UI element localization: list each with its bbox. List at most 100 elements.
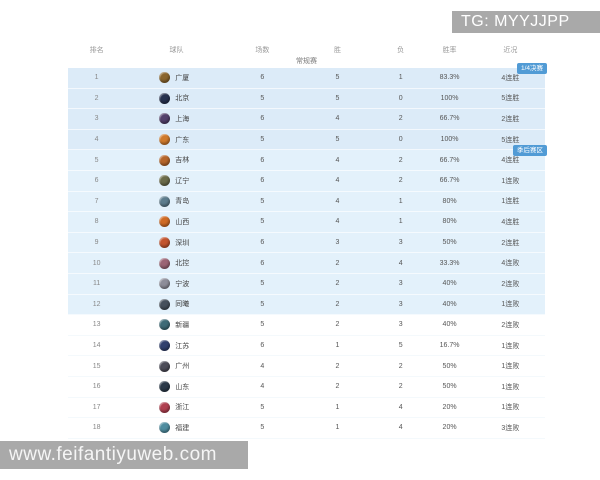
team-row[interactable]: 1 广厦 6 5 1 83.3% 4连胜 1/4决赛 xyxy=(68,63,547,89)
win-pct-cell: 50% xyxy=(442,239,457,247)
team-name: 新疆 xyxy=(175,321,190,329)
team-row[interactable]: 15 广州 4 2 2 50% 1连败 xyxy=(68,356,545,377)
team-row[interactable]: 16 山东 4 2 2 50% 1连败 xyxy=(68,376,545,398)
recent-form-cell: 3连败 xyxy=(501,424,520,432)
team-logo-icon xyxy=(159,360,171,372)
column-header-team: 球队 xyxy=(169,47,184,54)
zone-badge: 季后赛区 xyxy=(513,145,547,157)
team-logo-icon xyxy=(159,92,171,104)
wins-cell: 2 xyxy=(335,321,340,329)
team-row[interactable]: 12 同曦 5 2 3 40% 1连败 xyxy=(68,294,545,316)
losses-cell: 0 xyxy=(398,94,403,102)
team-logo-icon xyxy=(159,340,171,352)
wins-cell: 1 xyxy=(335,342,340,350)
recent-form-cell: 1连败 xyxy=(501,301,520,309)
team-row[interactable]: 2 北京 5 5 0 100% 5连胜 xyxy=(68,88,545,110)
games-cell: 5 xyxy=(260,424,265,432)
team-row[interactable]: 18 福建 5 1 4 20% 3连败 xyxy=(68,418,545,439)
team-logo-icon xyxy=(159,319,171,331)
team-cell: 江苏 xyxy=(125,340,228,352)
team-row[interactable]: 11 宁波 5 2 3 40% 2连败 xyxy=(68,273,545,295)
wins-cell: 5 xyxy=(335,94,340,102)
team-row[interactable]: 8 山西 5 4 1 80% 4连胜 xyxy=(68,212,545,233)
wins-cell: 1 xyxy=(335,424,340,432)
team-name: 广东 xyxy=(175,136,190,144)
games-cell: 5 xyxy=(260,300,265,308)
wins-cell: 2 xyxy=(335,259,340,267)
wins-cell: 4 xyxy=(335,115,340,123)
games-cell: 6 xyxy=(260,239,265,247)
games-cell: 5 xyxy=(260,136,265,144)
team-row[interactable]: 4 广东 5 5 0 100% 5连胜 xyxy=(68,129,545,151)
team-cell: 同曦 xyxy=(125,298,228,310)
recent-form-cell: 4连败 xyxy=(501,260,520,268)
team-row[interactable]: 14 江苏 6 1 5 16.7% 1连败 xyxy=(68,335,545,357)
losses-cell: 1 xyxy=(398,74,403,82)
standings-table: 排名 球队 场数 胜 负 胜率 近况 常规赛 1 广厦 6 5 1 83.3% … xyxy=(68,44,547,439)
losses-cell: 5 xyxy=(398,342,403,350)
rank-cell: 6 xyxy=(94,177,99,185)
team-name: 宁波 xyxy=(175,280,190,288)
rank-cell: 16 xyxy=(92,383,101,391)
win-pct-cell: 100% xyxy=(440,136,459,144)
team-name: 北控 xyxy=(175,260,190,268)
team-cell: 广州 xyxy=(125,360,228,372)
team-row[interactable]: 6 辽宁 6 4 2 66.7% 1连败 xyxy=(68,170,545,192)
team-cell: 福建 xyxy=(125,422,228,434)
losses-cell: 1 xyxy=(398,197,403,205)
recent-form-cell: 2连败 xyxy=(501,321,520,329)
losses-cell: 2 xyxy=(398,177,403,185)
games-cell: 6 xyxy=(260,74,265,82)
team-name: 江苏 xyxy=(175,342,190,350)
team-row[interactable]: 13 新疆 5 2 3 40% 2连败 xyxy=(68,315,545,336)
team-name: 深圳 xyxy=(175,239,190,247)
rank-cell: 1 xyxy=(94,74,99,82)
team-cell: 广东 xyxy=(125,134,228,146)
team-row[interactable]: 10 北控 6 2 4 33.3% 4连败 xyxy=(68,253,545,274)
rank-cell: 4 xyxy=(94,136,99,144)
win-pct-cell: 66.7% xyxy=(439,177,460,185)
losses-cell: 0 xyxy=(398,136,403,144)
wins-cell: 4 xyxy=(335,197,340,205)
recent-form-cell: 5连胜 xyxy=(501,136,520,144)
win-pct-cell: 66.7% xyxy=(439,115,460,123)
team-cell: 深圳 xyxy=(125,237,228,249)
recent-form-cell: 2连胜 xyxy=(501,115,520,123)
wins-cell: 1 xyxy=(335,403,340,411)
rank-cell: 12 xyxy=(92,300,101,308)
team-cell: 宁波 xyxy=(125,278,228,290)
team-row[interactable]: 17 浙江 5 1 4 20% 1连败 xyxy=(68,397,545,419)
win-pct-cell: 20% xyxy=(442,424,457,432)
win-pct-cell: 40% xyxy=(442,300,457,308)
losses-cell: 3 xyxy=(398,280,403,288)
team-logo-icon xyxy=(159,113,171,125)
team-row[interactable]: 9 深圳 6 3 3 50% 2连胜 xyxy=(68,232,545,254)
team-cell: 新疆 xyxy=(125,319,228,331)
team-name: 浙江 xyxy=(175,404,190,412)
team-cell: 吉林 xyxy=(125,154,228,166)
team-name: 福建 xyxy=(175,424,190,432)
win-pct-cell: 40% xyxy=(442,280,457,288)
wins-cell: 3 xyxy=(335,239,340,247)
losses-cell: 4 xyxy=(398,259,403,267)
team-name: 同曦 xyxy=(175,301,190,309)
wins-cell: 2 xyxy=(335,280,340,288)
wins-cell: 4 xyxy=(335,218,340,226)
team-row[interactable]: 7 青岛 5 4 1 80% 1连胜 xyxy=(68,191,545,213)
games-cell: 6 xyxy=(260,115,265,123)
losses-cell: 3 xyxy=(398,239,403,247)
win-pct-cell: 33.3% xyxy=(439,259,460,267)
losses-cell: 4 xyxy=(398,403,403,411)
team-row[interactable]: 5 吉林 6 4 2 66.7% 4连胜 季后赛区 xyxy=(68,145,547,171)
rank-cell: 3 xyxy=(94,115,99,123)
standings-rows: 1 广厦 6 5 1 83.3% 4连胜 1/4决赛 2 北京 5 5 0 10… xyxy=(68,63,547,439)
rank-cell: 17 xyxy=(92,403,101,411)
team-cell: 上海 xyxy=(125,113,228,125)
rank-cell: 15 xyxy=(92,362,101,370)
team-row[interactable]: 3 上海 6 4 2 66.7% 2连胜 xyxy=(68,109,545,130)
column-header-rank: 排名 xyxy=(89,47,104,54)
team-logo-icon xyxy=(159,278,171,290)
team-logo-icon xyxy=(159,257,171,269)
win-pct-cell: 16.7% xyxy=(439,342,460,350)
losses-cell: 1 xyxy=(398,218,403,226)
